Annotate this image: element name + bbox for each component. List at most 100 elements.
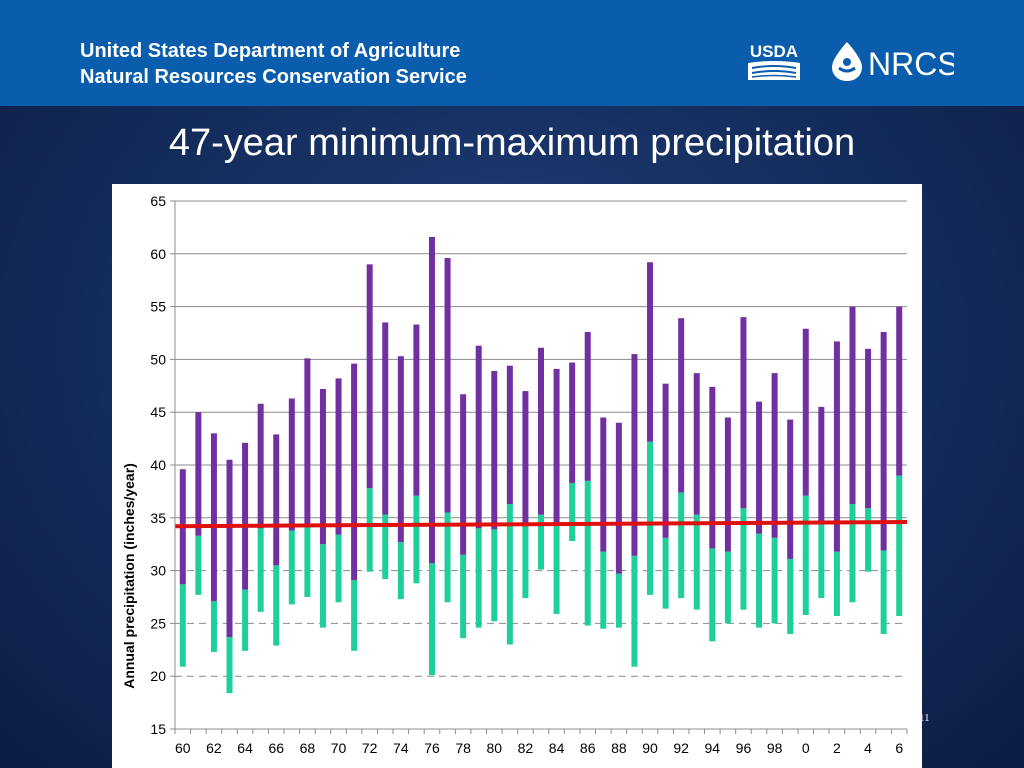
bar-min-segment <box>195 535 202 595</box>
bar-min-segment <box>413 495 420 584</box>
x-tick-label: 96 <box>736 740 752 756</box>
bar-max-segment <box>553 368 560 524</box>
bar-max-segment <box>351 363 358 581</box>
bar-min-segment <box>397 542 404 600</box>
x-tick-label: 2 <box>833 740 841 756</box>
y-tick-label: 50 <box>150 351 166 367</box>
bar-max-segment <box>662 383 669 538</box>
bar-min-segment <box>662 537 669 609</box>
bar-min-segment <box>179 584 186 667</box>
bar-min-segment <box>304 526 311 597</box>
bar-min-segment <box>600 551 607 629</box>
bar-max-segment <box>335 378 342 535</box>
bar-max-segment <box>615 422 622 574</box>
bar-max-segment <box>304 358 311 527</box>
y-tick-label: 55 <box>150 299 166 315</box>
x-tick-label: 90 <box>642 740 658 756</box>
bar-max-segment <box>865 348 872 509</box>
bar-min-segment <box>522 526 529 599</box>
bar-max-segment <box>460 394 467 555</box>
x-tick-label: 64 <box>237 740 253 756</box>
bar-min-segment <box>460 554 467 639</box>
bar-min-segment <box>210 601 217 652</box>
bar-min-segment <box>833 551 840 617</box>
bar-min-segment <box>475 528 482 628</box>
header-bar: United States Department of Agriculture … <box>0 0 1024 106</box>
bar-max-segment <box>226 459 233 638</box>
bar-max-segment <box>647 262 654 442</box>
bar-max-segment <box>693 373 700 515</box>
bar-min-segment <box>382 514 389 580</box>
x-tick-label: 98 <box>767 740 783 756</box>
bar-max-segment <box>366 264 373 489</box>
x-tick-label: 78 <box>455 740 471 756</box>
bar-max-segment <box>631 354 638 556</box>
bar-min-segment <box>849 504 856 603</box>
bar-min-segment <box>242 589 249 651</box>
bar-min-segment <box>802 495 809 615</box>
nrcs-logo-text: NRCS <box>868 46 954 82</box>
bar-max-segment <box>413 324 420 496</box>
bar-max-segment <box>756 401 763 534</box>
bar-min-segment <box>538 514 544 570</box>
bar-min-segment <box>319 544 326 628</box>
bar-max-segment <box>242 442 249 590</box>
x-tick-label: 80 <box>486 740 502 756</box>
bar-min-segment <box>771 537 778 624</box>
bar-max-segment <box>833 341 840 552</box>
bar-min-segment <box>444 512 451 603</box>
bar-max-segment <box>491 371 498 530</box>
bar-max-segment <box>210 433 217 602</box>
bar-min-segment <box>288 530 295 605</box>
bar-max-segment <box>397 356 404 543</box>
y-tick-label: 35 <box>150 510 166 526</box>
bar-max-segment <box>288 398 295 531</box>
bar-max-segment <box>678 318 685 493</box>
y-axis-label: Annual precipitation (inches/year) <box>121 463 137 689</box>
y-tick-label: 20 <box>150 668 166 684</box>
x-tick-label: 84 <box>549 740 565 756</box>
bar-min-segment <box>693 514 700 610</box>
bar-min-segment <box>226 637 233 694</box>
bar-max-segment <box>771 373 778 538</box>
bar-min-segment <box>787 558 794 634</box>
bar-min-segment <box>615 573 622 628</box>
x-tick-label: 6 <box>895 740 903 756</box>
x-tick-label: 66 <box>268 740 284 756</box>
chart-panel: 15 20 25 30 35 40 45 50 55 60 65 60 62 64 66 68 70 72 74 76… <box>112 184 922 768</box>
bar-min-segment <box>740 508 747 610</box>
y-tick-label: 60 <box>150 246 166 262</box>
bar-min-segment <box>865 508 872 572</box>
bar-max-segment <box>584 331 591 481</box>
y-tick-label: 40 <box>150 457 166 473</box>
y-tick-label: 30 <box>150 563 166 579</box>
bar-max-segment <box>787 419 794 559</box>
bar-max-segment <box>600 417 607 552</box>
bar-max-segment <box>802 328 809 496</box>
x-tick-label: 62 <box>206 740 222 756</box>
bar-max-segment <box>849 306 856 505</box>
y-tick-label: 65 <box>150 193 166 209</box>
bar-min-segment <box>880 550 887 634</box>
bars <box>179 236 903 694</box>
bar-max-segment <box>428 236 435 564</box>
x-tick-label: 76 <box>424 740 440 756</box>
usda-logo-text: USDA <box>750 42 798 61</box>
org-name-line1: United States Department of Agriculture <box>80 40 461 62</box>
bar-min-segment <box>351 580 358 651</box>
bar-min-segment <box>335 534 342 603</box>
bar-max-segment <box>709 386 716 549</box>
bar-min-segment <box>491 529 498 622</box>
usda-logo: USDA <box>748 42 800 80</box>
slide-title: 47-year minimum-maximum precipitation <box>168 122 856 164</box>
bar-max-segment <box>818 406 825 523</box>
bar-min-segment <box>506 504 513 645</box>
bar-max-segment <box>319 388 326 545</box>
x-tick-label: 72 <box>362 740 378 756</box>
bar-max-segment <box>257 403 264 529</box>
x-tick-label: 82 <box>518 740 534 756</box>
bar-max-segment <box>475 345 482 529</box>
x-tick-label: 0 <box>802 740 810 756</box>
bar-min-segment <box>818 522 825 599</box>
